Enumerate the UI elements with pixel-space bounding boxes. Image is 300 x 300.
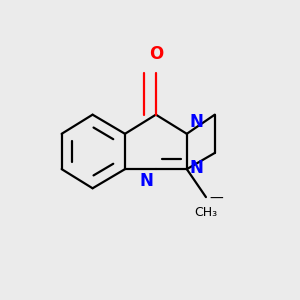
Text: —: — [209,192,223,206]
Text: O: O [149,45,163,63]
Text: N: N [190,159,204,177]
Text: CH₃: CH₃ [194,206,218,219]
Text: N: N [190,113,204,131]
Text: N: N [139,172,153,190]
